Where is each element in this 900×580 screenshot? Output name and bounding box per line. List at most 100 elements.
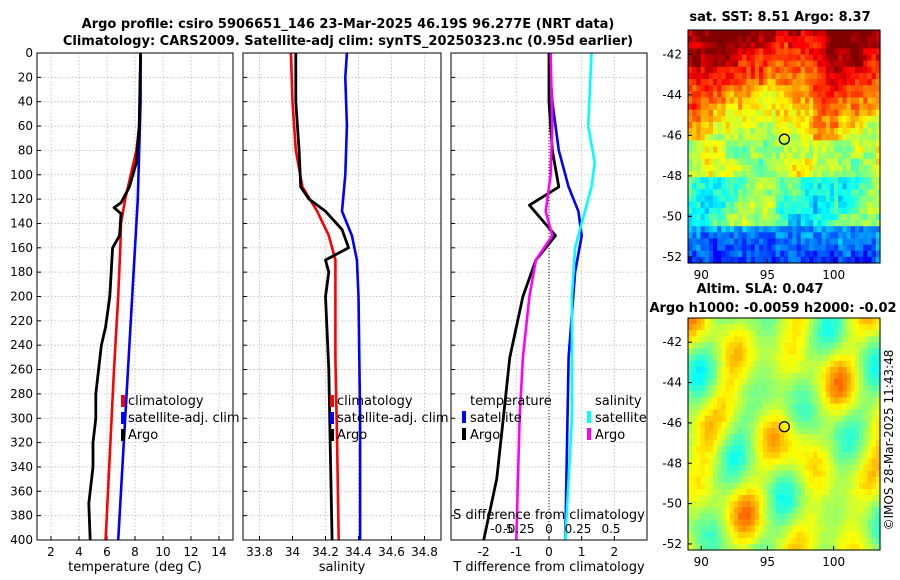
- map-cell: [863, 537, 869, 545]
- map-cell: [754, 66, 760, 74]
- map-cell: [708, 140, 714, 148]
- map-cell: [758, 348, 764, 356]
- map-cell: [792, 476, 798, 484]
- map-cell: [700, 421, 706, 429]
- map-cell: [796, 501, 802, 508]
- map-cell: [875, 201, 881, 209]
- map-cell: [738, 482, 743, 490]
- map-cell: [817, 452, 823, 460]
- map-cell: [758, 403, 764, 411]
- map-cell: [713, 152, 718, 160]
- map-cell: [800, 42, 806, 49]
- map-cell: [829, 391, 835, 398]
- map-cell: [821, 97, 827, 105]
- map-cell: [696, 103, 702, 111]
- map-cell: [696, 115, 702, 123]
- map-cell: [729, 256, 735, 264]
- map-cell: [729, 519, 735, 527]
- map-cell: [829, 134, 835, 141]
- map-cell: [817, 54, 823, 62]
- map-cell: [809, 60, 814, 68]
- map-cell: [854, 476, 860, 484]
- map-cell: [863, 30, 869, 37]
- map-cell: [713, 342, 718, 350]
- map-cell: [717, 146, 722, 154]
- map-cell: [871, 409, 877, 417]
- map-cell: [875, 256, 881, 264]
- map-cell: [792, 537, 798, 545]
- map-cell: [750, 537, 756, 545]
- map-cell: [817, 501, 823, 508]
- map-cell: [788, 391, 793, 398]
- map-cell: [800, 60, 806, 68]
- map-cell: [804, 60, 810, 68]
- map-cell: [871, 189, 877, 197]
- map-cell: [800, 109, 806, 117]
- map-cell: [834, 232, 839, 240]
- map-cell: [834, 342, 839, 350]
- map-cell: [834, 452, 839, 460]
- map-cell: [692, 177, 697, 184]
- map-cell: [788, 452, 793, 460]
- map-cell: [854, 403, 860, 411]
- map-cell: [696, 72, 702, 80]
- map-cell: [775, 109, 781, 117]
- map-cell: [817, 250, 823, 258]
- map-cell: [733, 54, 739, 62]
- map-cell: [746, 158, 752, 166]
- map-cell: [800, 48, 806, 56]
- map-cell: [775, 464, 781, 472]
- series-line-satellite-adj.-clim: [340, 52, 362, 540]
- map-cell: [784, 72, 789, 80]
- map-cell: [867, 91, 873, 99]
- map-cell: [704, 482, 710, 490]
- map-cell: [692, 189, 697, 197]
- map-cell: [733, 488, 739, 496]
- map-cell: [742, 513, 748, 521]
- map-cell: [838, 495, 844, 502]
- map-cell: [871, 513, 877, 521]
- map-cell: [867, 121, 873, 129]
- map-cell: [742, 537, 748, 545]
- map-cell: [708, 446, 714, 453]
- map-cell: [817, 189, 823, 197]
- map-cell: [771, 36, 777, 43]
- map-cell: [704, 121, 710, 129]
- map-cell: [804, 482, 810, 490]
- map-cell: [859, 134, 864, 141]
- map-cell: [825, 476, 831, 484]
- map-cell: [767, 476, 773, 484]
- map-cell: [779, 115, 785, 123]
- map-cell: [846, 60, 852, 68]
- map-cell: [717, 60, 722, 68]
- map-cell: [742, 164, 748, 172]
- map-cell: [767, 403, 773, 411]
- map-cell: [871, 220, 877, 227]
- map-cell: [700, 109, 706, 117]
- map-cell: [834, 324, 839, 331]
- map-cell: [733, 507, 739, 514]
- map-cell: [696, 452, 702, 460]
- map-cell: [738, 336, 743, 344]
- map-cell: [817, 256, 823, 264]
- map-cell: [771, 366, 777, 374]
- map-cell: [746, 244, 752, 252]
- map-cell: [696, 183, 702, 191]
- map-cell: [863, 507, 869, 514]
- map-cell: [708, 128, 714, 135]
- map-cell: [729, 220, 735, 227]
- map-cell: [750, 446, 756, 453]
- map-cell: [825, 121, 831, 129]
- map-cell: [854, 152, 860, 160]
- map-cell: [729, 501, 735, 508]
- map-cell: [800, 250, 806, 258]
- map-cell: [696, 348, 702, 356]
- map-cell: [813, 72, 818, 80]
- map-cell: [775, 403, 781, 411]
- map-cell: [767, 495, 773, 502]
- map-cell: [821, 158, 827, 166]
- x-tick-label: 34.8: [411, 545, 438, 559]
- map-cell: [821, 232, 827, 240]
- map-cell: [784, 318, 789, 325]
- map-cell: [804, 103, 810, 111]
